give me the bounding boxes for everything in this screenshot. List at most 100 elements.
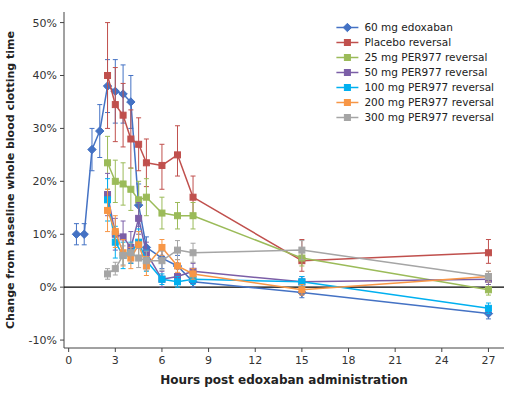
error-bar <box>113 68 118 142</box>
point <box>136 255 142 261</box>
error-bar <box>121 83 126 146</box>
error-bar <box>191 269 196 280</box>
error-bar <box>113 262 118 275</box>
point <box>143 160 149 166</box>
point <box>299 279 305 285</box>
series <box>105 189 492 295</box>
x-tick <box>488 348 489 352</box>
y-tick <box>60 75 64 76</box>
error-bar <box>128 242 133 263</box>
legend-label: 25 mg PER977 reversal <box>364 51 487 63</box>
point <box>299 247 305 253</box>
y-tick-label: -10% <box>29 334 57 347</box>
point <box>105 207 111 213</box>
y-tick <box>60 340 64 341</box>
y-tick <box>60 22 64 23</box>
legend-label: 60 mg edoxaban <box>364 21 453 33</box>
point <box>105 160 111 166</box>
point <box>112 229 118 235</box>
legend-marker <box>344 55 350 61</box>
x-tick-label: 9 <box>205 354 212 367</box>
error-bar <box>486 240 491 264</box>
legend-marker <box>344 40 350 46</box>
error-bar <box>105 269 110 280</box>
point <box>485 274 491 280</box>
series-line <box>108 210 489 289</box>
series-line <box>108 200 489 308</box>
legend-marker <box>343 23 351 31</box>
x-tick <box>301 348 302 352</box>
series <box>105 23 492 272</box>
legend-label: 100 mg PER977 reversal <box>364 81 494 93</box>
error-bar <box>299 285 304 296</box>
point <box>105 72 111 78</box>
point <box>485 305 491 311</box>
y-tick-label: 40% <box>33 69 57 82</box>
error-bar <box>121 240 126 266</box>
point <box>159 276 165 282</box>
x-tick-label: 0 <box>65 354 72 367</box>
series-line <box>108 163 489 290</box>
y-tick-label: 30% <box>33 122 57 135</box>
x-tick <box>348 348 349 352</box>
point <box>190 271 196 277</box>
y-tick-label: 50% <box>33 17 57 30</box>
point <box>299 287 305 293</box>
error-bar <box>144 250 149 271</box>
error-bar <box>191 202 196 228</box>
point <box>159 244 165 250</box>
error-bar <box>299 240 304 272</box>
error-bar <box>144 251 149 270</box>
point <box>120 112 126 118</box>
x-tick-label: 3 <box>112 354 119 367</box>
y-axis-label: Change from baseline whole blood clottin… <box>4 31 17 329</box>
point <box>174 279 180 285</box>
y-axis-line <box>64 12 65 348</box>
error-bar <box>299 241 304 260</box>
x-tick-label: 15 <box>295 354 309 367</box>
y-tick-label: 0% <box>40 281 57 294</box>
error-bar <box>159 197 164 229</box>
point <box>159 258 165 264</box>
point <box>120 252 126 258</box>
error-bar <box>486 274 491 285</box>
series <box>105 136 492 295</box>
legend-marker <box>344 85 350 91</box>
legend-label: 200 mg PER977 reversal <box>364 96 494 108</box>
error-bar <box>191 243 196 262</box>
error-bar <box>105 23 110 129</box>
error-bar <box>144 179 149 216</box>
error-bar <box>128 243 133 262</box>
error-bar <box>128 168 133 210</box>
point <box>174 263 180 269</box>
plot-area <box>64 23 504 319</box>
point <box>88 145 96 153</box>
error-bar <box>121 246 126 265</box>
error-bar <box>136 118 141 171</box>
y-tick <box>60 234 64 235</box>
point <box>143 258 149 264</box>
x-tick <box>68 348 69 352</box>
point <box>190 194 196 200</box>
point <box>485 274 491 280</box>
y-tick <box>60 287 64 288</box>
point <box>105 271 111 277</box>
x-tick-label: 6 <box>158 354 165 367</box>
point <box>136 197 142 203</box>
point <box>127 98 135 106</box>
error-bar <box>121 163 126 205</box>
point <box>174 247 180 253</box>
error-bar <box>113 160 118 202</box>
x-tick <box>161 348 162 352</box>
error-bar <box>191 263 196 279</box>
legend-marker <box>344 115 350 121</box>
x-tick <box>255 348 256 352</box>
point <box>128 250 134 256</box>
error-bar <box>486 271 491 282</box>
point <box>159 162 165 168</box>
x-axis-label: Hours post edoxaban administration <box>160 373 408 387</box>
x-tick-label: 21 <box>388 354 402 367</box>
point <box>112 266 118 272</box>
x-tick-label: 27 <box>481 354 495 367</box>
point <box>136 141 142 147</box>
